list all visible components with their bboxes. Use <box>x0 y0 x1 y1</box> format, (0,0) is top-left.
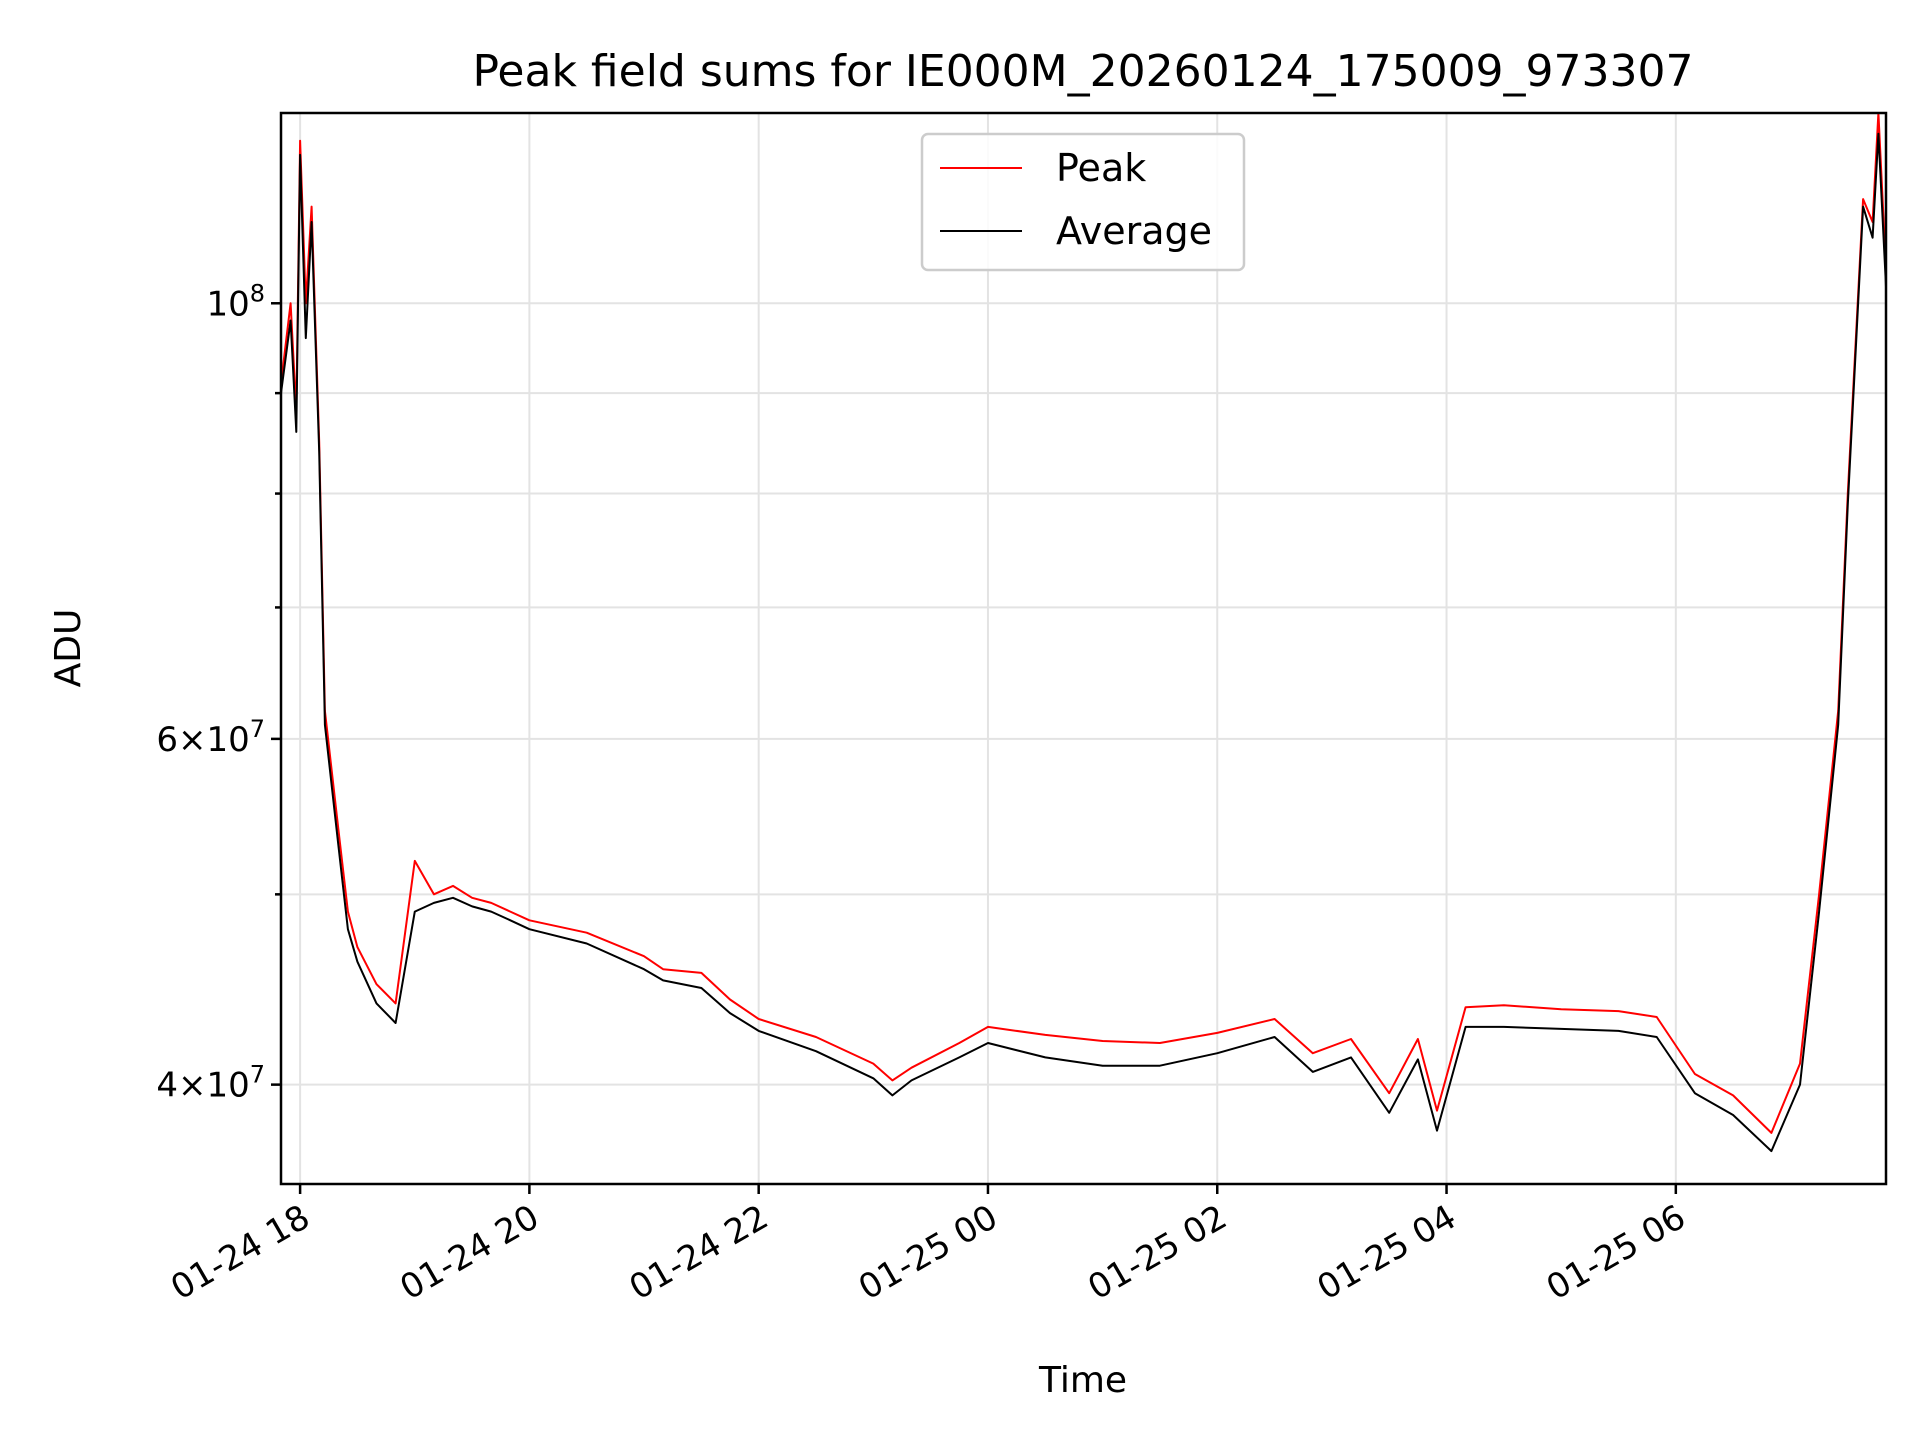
series-line-average <box>280 132 1887 1153</box>
y-tick-exponent: 7 <box>250 1061 265 1089</box>
x-tick-label: 01-25 04 <box>1311 1197 1463 1308</box>
legend: Peak Average <box>920 132 1246 272</box>
y-tick-mantissa: 10 <box>206 284 249 324</box>
x-tick-label: 01-25 02 <box>1081 1197 1233 1308</box>
chart-title: Peak field sums for IE000M_20260124_1750… <box>472 46 1693 97</box>
y-tick-exponent: 8 <box>250 279 265 307</box>
x-tick-label: 01-24 20 <box>393 1197 545 1308</box>
y-axis-label: ADU <box>48 609 89 688</box>
x-axis-label: Time <box>1038 1360 1127 1401</box>
x-tick-label: 01-25 06 <box>1540 1197 1692 1308</box>
y-tick-exponent: 7 <box>250 715 265 743</box>
plot-frame <box>279 111 1888 1186</box>
y-tick-mantissa: 6×10 <box>156 720 249 760</box>
x-tick-label: 01-25 00 <box>852 1197 1004 1308</box>
legend-label-average: Average <box>1056 209 1212 253</box>
y-tick-mantissa: 4×10 <box>156 1066 249 1106</box>
grid <box>281 113 1886 1184</box>
legend-label-peak: Peak <box>1056 146 1146 190</box>
x-tick-label: 01-24 18 <box>164 1197 316 1308</box>
y-tick-label: 6×107 <box>156 715 265 760</box>
series-line-peak <box>280 112 1887 1134</box>
y-tick-label: 108 <box>206 279 265 324</box>
x-tick-label: 01-24 22 <box>623 1197 775 1308</box>
x-axis: 01-24 18 01-24 20 01-24 22 01-25 00 01-25 02… <box>164 1184 1692 1308</box>
series-layer <box>280 112 1887 1153</box>
y-tick-label: 4×107 <box>156 1061 265 1106</box>
